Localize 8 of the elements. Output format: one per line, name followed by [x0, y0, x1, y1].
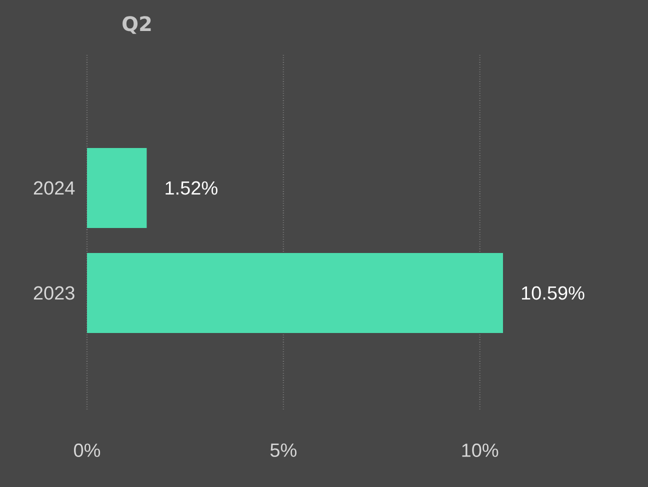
data-label: 1.52% [166, 181, 218, 195]
y-tick-label: 2024 [34, 181, 75, 195]
data-label: 10.59% [522, 286, 584, 300]
x-tick-label: 10% [462, 444, 498, 457]
chart-title: Q2 [122, 16, 151, 34]
y-tick-label: 2023 [34, 286, 74, 300]
x-tick-label: 5% [270, 444, 296, 457]
x-tick-label: 0% [74, 444, 100, 457]
